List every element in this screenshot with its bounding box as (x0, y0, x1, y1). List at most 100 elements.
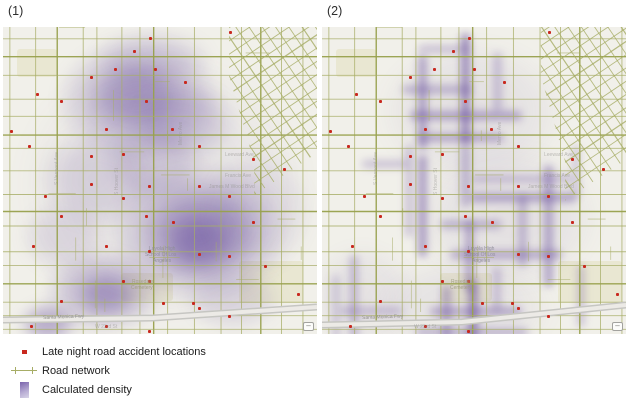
legend-label-accidents: Late night road accident locations (42, 345, 206, 358)
accident-dot (197, 252, 201, 256)
map-street-label: Angeles (153, 258, 172, 264)
map-street-label: W 23rd St (95, 324, 118, 330)
accident-dot (570, 157, 574, 161)
accident-dot (263, 264, 267, 268)
map-street-label: S Vermont Ave (54, 152, 60, 185)
panel-1-label: (1) (8, 4, 24, 18)
map-street-label: James M Wood Blvd (209, 184, 255, 190)
freeway-road (322, 301, 626, 329)
accident-dot (463, 99, 467, 103)
accident-dot (423, 244, 427, 248)
accident-dot (161, 301, 165, 305)
accident-dot (191, 301, 195, 305)
accident-dot (29, 324, 33, 328)
accident-dot (362, 194, 366, 198)
network-density-map-canvas: Loyola High School Of Los Angeles Rosedale C… (322, 27, 626, 334)
accident-dot (147, 329, 151, 333)
park-area (336, 49, 376, 77)
accident-dot (132, 49, 136, 53)
accident-dot (104, 127, 108, 131)
accident-dot (516, 144, 520, 148)
accident-dot (546, 314, 550, 318)
accident-dot (121, 279, 125, 283)
accident-dot (148, 36, 152, 40)
accident-dot (9, 129, 13, 133)
accident-dot (153, 67, 157, 71)
road-network-marker-icon (11, 367, 37, 374)
map-street-label: Leeward Ave (544, 152, 573, 158)
accident-dot (451, 49, 455, 53)
accident-dot (147, 279, 151, 283)
accident-dot (408, 154, 412, 158)
legend-label-density: Calculated density (42, 383, 132, 396)
accident-dot (251, 157, 255, 161)
accident-dot (601, 167, 605, 171)
basemap-toggle-icon[interactable]: – (612, 322, 623, 331)
accident-dot (440, 152, 444, 156)
map-street-label: James M Wood Blvd (528, 184, 574, 190)
map-street-label: Loyola High (468, 246, 495, 252)
accident-dot (378, 214, 382, 218)
accident-dot (408, 75, 412, 79)
accident-dot (35, 92, 39, 96)
accident-dot (463, 214, 467, 218)
accident-dot (440, 196, 444, 200)
panel-2-label: (2) (327, 4, 343, 18)
accident-dot (59, 99, 63, 103)
accident-dot (432, 67, 436, 71)
accident-dot (546, 194, 550, 198)
accident-dot (227, 194, 231, 198)
accident-dot (480, 301, 484, 305)
accident-dot (144, 99, 148, 103)
accident-dot (490, 220, 494, 224)
map-street-label: Rosedale (132, 279, 154, 285)
accident-dot (408, 182, 412, 186)
accident-dot (59, 214, 63, 218)
map-street-label: Rosedale (451, 279, 473, 285)
accident-dot (147, 184, 151, 188)
accident-dot (228, 30, 232, 34)
accident-dot (296, 292, 300, 296)
accident-dot (570, 220, 574, 224)
accident-dot (197, 184, 201, 188)
accident-dot (197, 144, 201, 148)
basemap-toggle-icon[interactable]: – (303, 322, 314, 331)
accident-dot (144, 214, 148, 218)
accident-dot (104, 324, 108, 328)
map-street-label: Francis Ave (544, 173, 571, 179)
accident-dot (251, 220, 255, 224)
accident-dot (516, 306, 520, 310)
accident-marker-icon (21, 349, 27, 354)
accident-dot (197, 306, 201, 310)
accident-dot (121, 196, 125, 200)
accident-dot (346, 144, 350, 148)
accident-dot (89, 75, 93, 79)
accident-dot (350, 244, 354, 248)
legend-marker-cell (6, 349, 42, 354)
accident-dot (516, 252, 520, 256)
freeway-road (3, 303, 317, 324)
accident-dot (227, 314, 231, 318)
accident-dot (423, 127, 427, 131)
accident-dot (466, 184, 470, 188)
accident-dot (43, 194, 47, 198)
accident-dot (89, 182, 93, 186)
accident-dot (170, 127, 174, 131)
accident-dot (104, 244, 108, 248)
accident-dot (582, 264, 586, 268)
accident-dot (466, 329, 470, 333)
accident-dot (466, 279, 470, 283)
map-street-label: S Hoover St (114, 168, 120, 195)
legend-item-accidents: Late night road accident locations (6, 342, 206, 361)
accident-dot (328, 129, 332, 133)
accident-dot (440, 279, 444, 283)
map-street-label: Cemetery (131, 285, 153, 291)
map-street-label: Angeles (472, 258, 491, 264)
point-density-map-canvas: Loyola High School Of Los Angeles Rosedale C… (3, 27, 317, 334)
accident-dot (354, 92, 358, 96)
accident-dot (59, 299, 63, 303)
accident-dot (378, 299, 382, 303)
map-street-label: Menlo Ave (178, 121, 184, 145)
legend: Late night road accident locations Road … (6, 342, 206, 399)
accident-dot (467, 36, 471, 40)
